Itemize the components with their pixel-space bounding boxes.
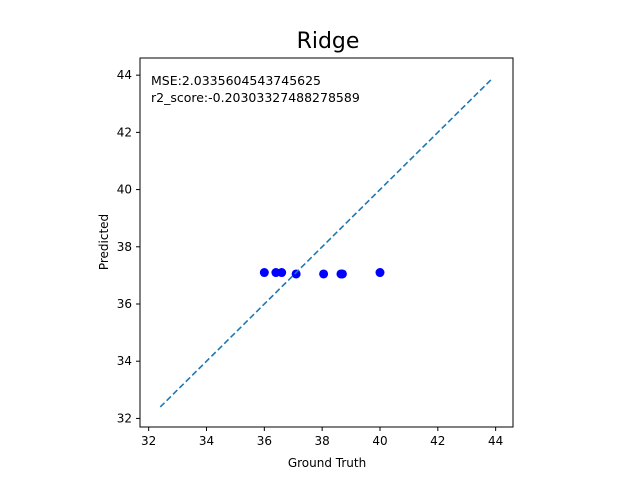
scatter-point <box>291 269 301 279</box>
x-tick-label: 32 <box>141 434 156 448</box>
y-tick-label: 40 <box>117 183 132 197</box>
y-axis-label: Predicted <box>97 214 111 270</box>
scatter-point <box>337 269 347 279</box>
mse-annotation: MSE:2.0335604543745625 <box>151 73 321 88</box>
y-tick-label: 32 <box>117 411 132 425</box>
series-layer <box>159 77 494 408</box>
y-tick-label: 44 <box>117 68 132 82</box>
scatter-point <box>319 269 329 279</box>
x-tick-label: 34 <box>199 434 214 448</box>
scatter-point <box>277 268 287 278</box>
y-tick-label: 34 <box>117 354 132 368</box>
scatter-point <box>259 268 269 278</box>
x-axis-label: Ground Truth <box>288 456 366 470</box>
x-axis: 32 34 36 38 40 42 44 <box>141 427 503 448</box>
chart-title: Ridge <box>297 29 360 54</box>
y-axis: 32 34 36 38 40 42 44 <box>117 68 140 425</box>
y-tick-label: 42 <box>117 125 132 139</box>
x-tick-label: 36 <box>257 434 272 448</box>
scatter-point <box>375 268 385 278</box>
x-tick-label: 44 <box>488 434 503 448</box>
reference-line <box>159 77 494 408</box>
y-tick-label: 36 <box>117 297 132 311</box>
x-tick-label: 38 <box>315 434 330 448</box>
r2-annotation: r2_score:-0.20303327488278589 <box>151 90 360 105</box>
y-tick-label: 38 <box>117 240 132 254</box>
x-tick-label: 40 <box>372 434 387 448</box>
x-tick-label: 42 <box>430 434 445 448</box>
